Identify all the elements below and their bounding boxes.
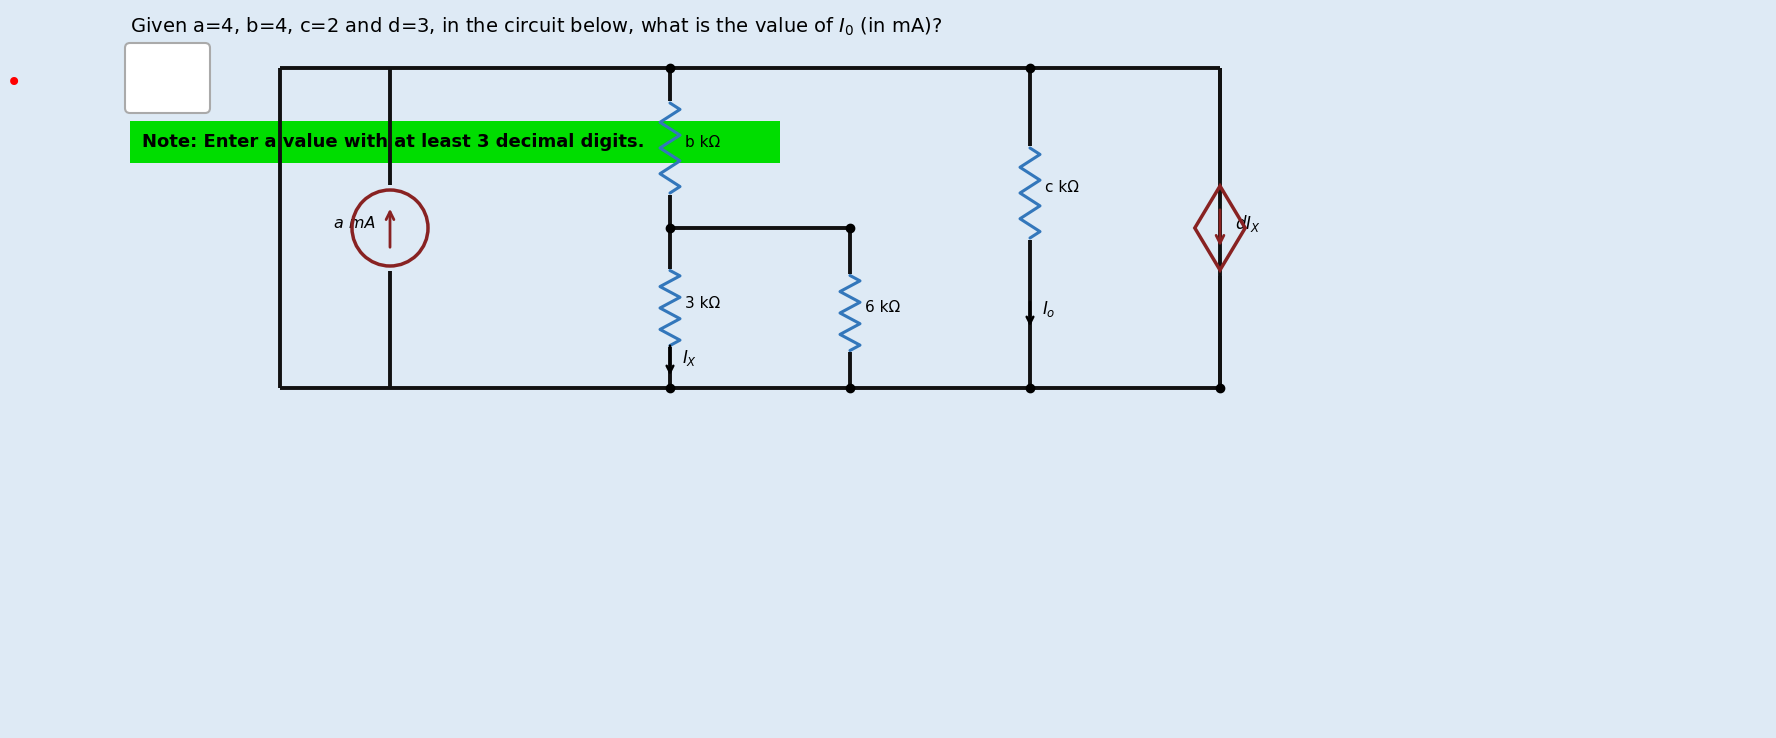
Text: Given a=4, b=4, c=2 and d=3, in the circuit below, what is the value of $\mathit: Given a=4, b=4, c=2 and d=3, in the circ…: [130, 16, 943, 38]
Text: 6 kΩ: 6 kΩ: [865, 300, 900, 316]
Bar: [130, 121, 780, 163]
Text: $I_X$: $I_X$: [682, 348, 696, 368]
Text: d$I_X$: d$I_X$: [1234, 213, 1261, 233]
Text: •: •: [5, 69, 23, 97]
Text: $I_o$: $I_o$: [1043, 299, 1055, 319]
Text: 3 kΩ: 3 kΩ: [686, 295, 721, 311]
Text: a mA: a mA: [334, 215, 375, 230]
Text: b kΩ: b kΩ: [686, 136, 721, 151]
Text: c kΩ: c kΩ: [1044, 181, 1080, 196]
FancyBboxPatch shape: [124, 43, 210, 113]
Text: Note: Enter a value with at least 3 decimal digits.: Note: Enter a value with at least 3 deci…: [142, 133, 645, 151]
